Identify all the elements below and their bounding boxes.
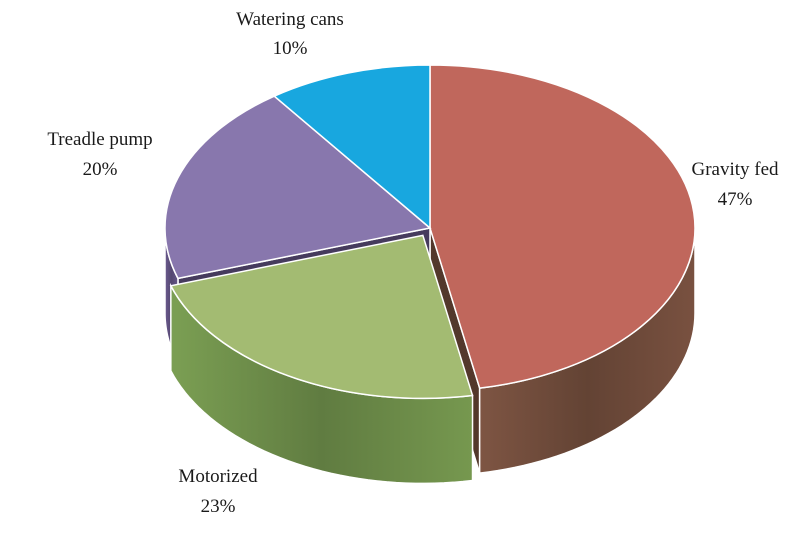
slice-motorized (169, 234, 474, 400)
label-motorized: Motorized (178, 466, 258, 487)
pct-motorized: 23% (201, 496, 236, 517)
slice-gravity-fed (429, 64, 696, 389)
pie-labels: Gravity fed 47% Motorized 23% Treadle pu… (47, 9, 779, 517)
pct-gravity-fed: 47% (718, 189, 753, 210)
pct-watering-cans: 10% (273, 38, 308, 59)
slice-watering-cans (272, 64, 431, 230)
slice-treadle-pump (164, 95, 432, 280)
pie-tops (164, 64, 696, 400)
pct-treadle-pump: 20% (83, 159, 118, 180)
label-treadle-pump: Treadle pump (47, 129, 152, 150)
label-gravity-fed: Gravity fed (691, 159, 779, 180)
label-watering-cans: Watering cans (236, 9, 344, 30)
